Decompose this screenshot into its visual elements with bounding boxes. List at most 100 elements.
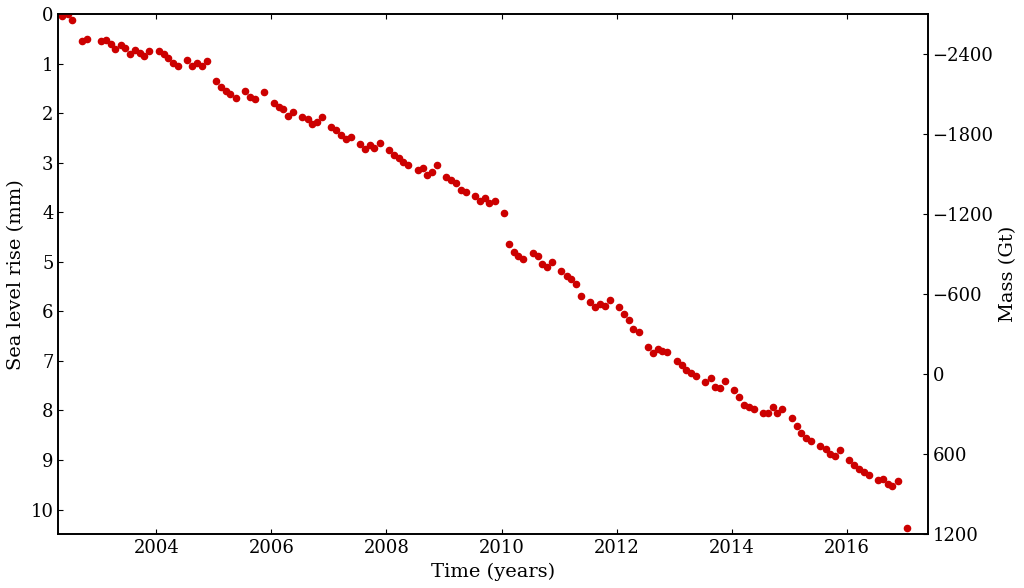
Point bbox=[841, 455, 857, 465]
Point bbox=[851, 465, 867, 474]
Point bbox=[515, 255, 531, 264]
Point bbox=[510, 251, 526, 260]
Point bbox=[702, 373, 719, 383]
Point bbox=[328, 126, 344, 135]
Point bbox=[308, 117, 325, 126]
Point bbox=[707, 382, 723, 392]
Point bbox=[117, 43, 133, 52]
Point bbox=[136, 51, 153, 61]
Point bbox=[194, 61, 210, 71]
Point bbox=[98, 35, 115, 45]
Point bbox=[390, 153, 407, 162]
Y-axis label: Sea level rise (mm): Sea level rise (mm) bbox=[7, 179, 25, 369]
Point bbox=[160, 53, 176, 62]
Point bbox=[429, 161, 445, 170]
Point bbox=[131, 48, 147, 57]
Point bbox=[357, 144, 374, 153]
Point bbox=[587, 303, 603, 312]
Point bbox=[280, 111, 296, 121]
Point bbox=[419, 171, 435, 180]
Point bbox=[817, 445, 834, 454]
Point bbox=[242, 92, 258, 102]
Point bbox=[880, 479, 896, 489]
Point bbox=[323, 122, 339, 132]
Point bbox=[592, 299, 608, 309]
Point bbox=[438, 172, 455, 181]
Point bbox=[798, 433, 814, 442]
Point bbox=[247, 95, 263, 104]
Point bbox=[467, 192, 483, 201]
Point bbox=[760, 408, 776, 417]
Point bbox=[415, 163, 431, 172]
Point bbox=[529, 251, 546, 260]
Point bbox=[774, 405, 791, 414]
Point bbox=[156, 49, 172, 58]
Point bbox=[165, 58, 181, 67]
Point bbox=[582, 298, 598, 307]
Point bbox=[524, 248, 541, 258]
Point bbox=[731, 392, 748, 401]
X-axis label: Time (years): Time (years) bbox=[431, 563, 555, 581]
Point bbox=[294, 112, 310, 122]
Point bbox=[659, 348, 676, 357]
Point bbox=[410, 165, 426, 175]
Point bbox=[59, 9, 76, 19]
Point bbox=[472, 196, 488, 206]
Point bbox=[313, 112, 330, 122]
Point bbox=[769, 408, 785, 417]
Point bbox=[122, 49, 138, 58]
Point bbox=[678, 365, 694, 375]
Point bbox=[424, 167, 440, 176]
Point bbox=[899, 524, 915, 533]
Point bbox=[610, 303, 627, 312]
Point bbox=[649, 344, 666, 353]
Point bbox=[367, 143, 383, 152]
Point bbox=[395, 157, 412, 166]
Point bbox=[400, 161, 417, 170]
Point bbox=[884, 481, 900, 490]
Point bbox=[108, 44, 124, 54]
Point bbox=[443, 175, 460, 185]
Point bbox=[74, 36, 90, 46]
Point bbox=[631, 328, 647, 337]
Point bbox=[93, 36, 110, 46]
Point bbox=[544, 257, 560, 266]
Point bbox=[860, 470, 877, 480]
Point bbox=[170, 61, 186, 71]
Point bbox=[712, 383, 728, 393]
Point bbox=[54, 12, 71, 21]
Point bbox=[794, 428, 810, 437]
Point bbox=[79, 34, 95, 44]
Point bbox=[803, 436, 819, 446]
Point bbox=[567, 279, 584, 289]
Point bbox=[458, 188, 474, 197]
Point bbox=[669, 356, 685, 366]
Point bbox=[372, 138, 388, 148]
Point bbox=[501, 240, 517, 249]
Point bbox=[506, 247, 522, 256]
Point bbox=[188, 58, 205, 67]
Point bbox=[601, 296, 617, 305]
Point bbox=[496, 209, 512, 218]
Point bbox=[558, 271, 574, 280]
Point bbox=[151, 46, 167, 56]
Point bbox=[783, 413, 800, 423]
Point bbox=[826, 452, 843, 461]
Point bbox=[788, 422, 805, 431]
Point bbox=[179, 55, 196, 64]
Point bbox=[812, 442, 828, 451]
Point bbox=[386, 151, 402, 160]
Point bbox=[745, 405, 762, 414]
Point bbox=[869, 475, 886, 485]
Point bbox=[740, 402, 757, 411]
Point bbox=[113, 40, 129, 49]
Point bbox=[755, 408, 771, 417]
Point bbox=[683, 369, 699, 378]
Point bbox=[539, 262, 555, 272]
Point bbox=[299, 114, 315, 123]
Point bbox=[874, 474, 891, 483]
Point bbox=[486, 196, 503, 206]
Point bbox=[717, 376, 733, 386]
Point bbox=[265, 98, 282, 108]
Point bbox=[270, 102, 287, 112]
